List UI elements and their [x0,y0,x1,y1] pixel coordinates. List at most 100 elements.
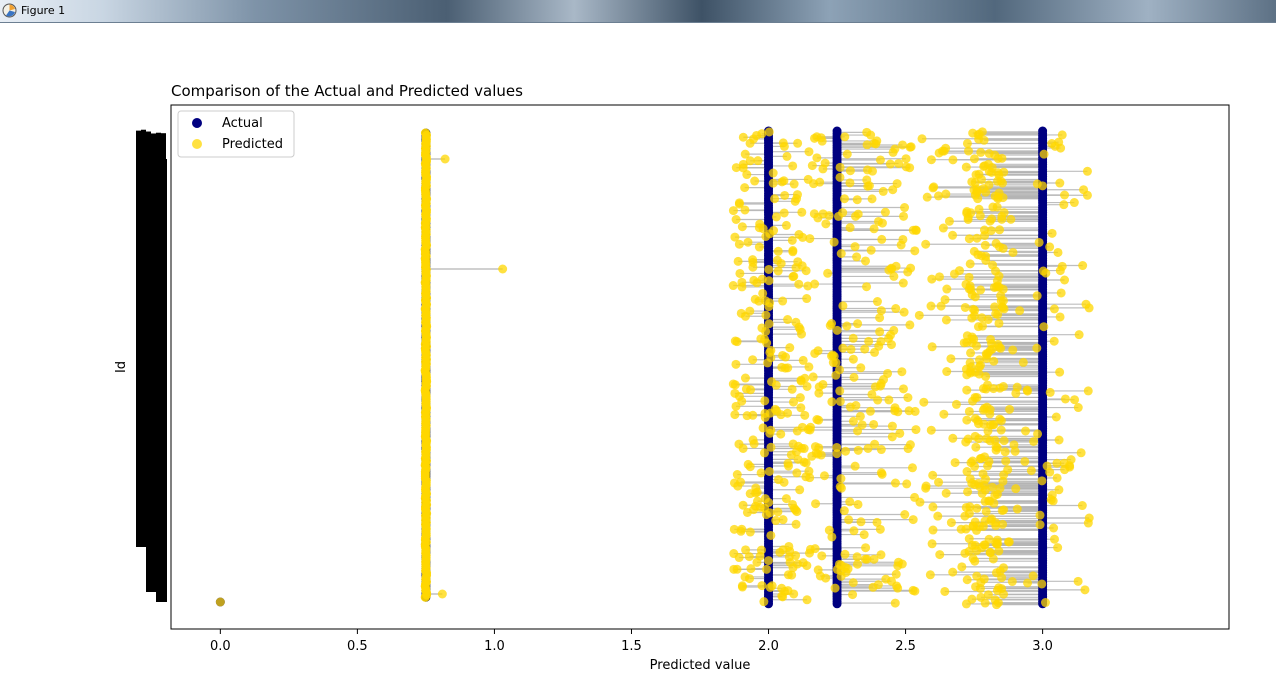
predicted-point [853,445,863,455]
predicted-point [964,406,974,416]
predicted-point [789,179,799,189]
y-tick-label-stack [146,131,151,592]
predicted-point [832,564,842,574]
predicted-point [731,359,741,369]
predicted-point [748,255,758,265]
predicted-point [756,468,766,478]
predicted-point [839,506,849,516]
predicted-point [906,263,916,273]
predicted-point [1029,436,1039,446]
predicted-point [872,136,882,146]
predicted-point [851,211,861,221]
predicted-point [948,433,958,443]
predicted-point [802,595,812,605]
predicted-point [791,317,801,327]
predicted-point [813,346,823,356]
predicted-point [898,140,908,150]
predicted-point [772,255,782,265]
predicted-point [768,168,778,178]
predicted-point [792,468,802,478]
predicted-point [761,326,771,336]
predicted-point [880,207,890,217]
predicted-point [889,271,899,281]
predicted-point [773,475,783,485]
predicted-point [998,476,1008,486]
predicted-point [748,355,758,365]
x-tick-label: 0.5 [347,639,368,654]
predicted-point [1055,367,1065,377]
predicted-point [1045,242,1055,252]
predicted-point [963,146,973,156]
predicted-point [997,506,1007,516]
predicted-point [965,474,975,484]
predicted-point [861,543,871,553]
predicted-point [1051,412,1061,422]
predicted-point [986,226,996,236]
predicted-point [857,420,867,430]
predicted-point [840,132,850,142]
predicted-point [735,268,745,278]
predicted-point [818,164,828,174]
x-tick-label: 1.0 [484,639,505,654]
predicted-point [996,425,1006,435]
predicted-point [801,458,811,468]
predicted-point [973,194,983,204]
predicted-point [990,302,1000,312]
predicted-point [936,301,946,311]
predicted-point [787,570,797,580]
predicted-point [976,285,986,295]
predicted-point [818,209,828,219]
predicted-point [1023,578,1033,588]
predicted-point [966,362,976,372]
predicted-point [905,440,915,450]
predicted-point [983,461,993,471]
predicted-point [802,381,812,391]
predicted-point [1053,247,1063,257]
predicted-point [779,208,789,218]
predicted-point [778,296,788,306]
predicted-point [821,219,831,229]
predicted-point [1083,386,1093,396]
predicted-point [732,564,742,574]
predicted-point [823,268,833,278]
predicted-point [981,349,991,359]
legend-box [177,110,295,158]
predicted-point [852,252,862,262]
predicted-point [901,154,911,164]
predicted-point [951,399,961,409]
predicted-point [830,583,840,593]
predicted-point [758,423,768,433]
predicted-point [759,448,769,458]
predicted-point [764,319,774,329]
predicted-point [908,225,918,235]
predicted-point [999,589,1009,599]
predicted-point [1042,461,1052,471]
predicted-point [789,271,799,281]
predicted-point [761,231,771,241]
predicted-point [859,530,869,540]
predicted-point [980,240,990,250]
predicted-point [963,487,973,497]
predicted-point [910,406,920,416]
predicted-point [1057,261,1067,271]
predicted-point [778,350,788,360]
predicted-point [994,546,1004,556]
predicted-point [853,499,863,509]
chart-title: Comparison of the Actual and Predicted v… [171,82,523,100]
predicted-point [770,194,780,204]
predicted-point [827,319,837,329]
predicted-point [777,177,787,187]
predicted-point [803,281,813,291]
predicted-point [817,136,827,146]
predicted-point [827,532,837,542]
predicted-point [798,355,808,365]
predicted-point [1060,275,1070,285]
predicted-point [960,302,970,312]
predicted-point [864,336,874,346]
predicted-point [829,237,839,247]
predicted-point [848,333,858,343]
predicted-point [832,449,842,459]
predicted-point [759,597,769,607]
predicted-point [784,541,794,551]
predicted-point [1007,577,1017,587]
